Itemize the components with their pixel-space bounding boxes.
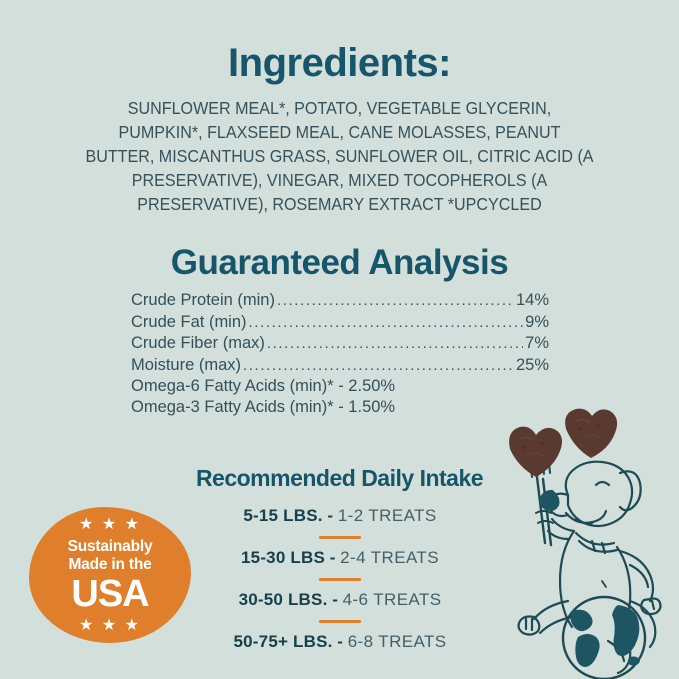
guaranteed-analysis-row: Crude Fiber (max) ......................… [131, 333, 549, 355]
badge-stars-top-icon: ★ ★ ★ [79, 515, 141, 533]
recommended-daily-intake-title: Recommended Daily Intake [195, 465, 484, 491]
badge-stars-bottom-icon: ★ ★ ★ [79, 616, 141, 634]
intake-weight: 5-15 LBS. [243, 506, 323, 525]
badge-line-2: Made in the [68, 555, 152, 573]
badge-line-usa: USA [71, 572, 149, 615]
guaranteed-analysis-list: Crude Protein (min) ....................… [131, 290, 549, 417]
badge-blob-shape [29, 507, 191, 643]
intake-dash: - [337, 632, 343, 651]
heart-treat-on-fork [509, 426, 562, 477]
intake-weight: 15-30 LBS [241, 548, 326, 567]
ga-row-leader: ........................................… [248, 313, 524, 331]
guaranteed-analysis-row: Omega-3 Fatty Acids (min)* - 1.50% [131, 397, 396, 416]
intake-dash: - [329, 548, 336, 567]
intake-divider [319, 578, 361, 581]
intake-row: 15-30 LBS - 2-4 TREATS [160, 547, 520, 569]
ga-row-label: Crude Fat (min) [131, 312, 247, 331]
ga-row-value: 14% [515, 291, 549, 309]
ga-row-leader: ........................................… [243, 356, 514, 374]
intake-dash: - [332, 590, 338, 609]
dog-on-globe-illustration [480, 405, 679, 679]
guaranteed-analysis-row: Omega-6 Fatty Acids (min)* - 2.50% [131, 377, 396, 395]
intake-weight: 50-75+ LBS. [233, 632, 333, 651]
intake-row: 50-75+ LBS. - 6-8 TREATS [160, 631, 520, 653]
guaranteed-analysis-row: Crude Protein (min) ....................… [131, 290, 549, 312]
intake-weight: 30-50 LBS. [238, 590, 328, 609]
guaranteed-analysis-row: Crude Fat (min) ........................… [131, 312, 549, 334]
heart-treat-floating [565, 408, 618, 458]
ga-row-value: 25% [515, 355, 549, 374]
ga-row-leader: ........................................… [266, 335, 523, 352]
badge-line-1: Sustainably [67, 537, 153, 555]
recommended-daily-intake-list: 5-15 LBS. - 1-2 TREATS 15-30 LBS - 2-4 T… [160, 505, 520, 653]
sustainably-made-in-usa-badge: ★ ★ ★ Sustainably Made in the USA ★ ★ ★ [29, 507, 191, 643]
intake-treats: 6-8 TREATS [347, 632, 447, 651]
guaranteed-analysis-row: Moisture (max) .........................… [131, 355, 549, 377]
intake-treats: 4-6 TREATS [342, 590, 442, 609]
intake-divider [319, 536, 361, 539]
badge-content: ★ ★ ★ Sustainably Made in the USA ★ ★ ★ [29, 507, 191, 643]
ingredients-title: Ingredients: [228, 41, 451, 85]
ga-row-value: 9% [525, 312, 549, 331]
intake-divider [319, 620, 361, 623]
intake-treats: 1-2 TREATS [337, 506, 437, 525]
ga-row-label: Crude Fiber (max) [131, 334, 265, 352]
intake-dash: - [327, 506, 334, 525]
ga-row-value: 7% [525, 334, 549, 352]
ga-row-label: Moisture (max) [131, 355, 242, 374]
intake-row: 30-50 LBS. - 4-6 TREATS [160, 589, 520, 611]
intake-row: 5-15 LBS. - 1-2 TREATS [160, 505, 520, 527]
ingredients-body-text: SUNFLOWER MEAL*, POTATO, VEGETABLE GLYCE… [85, 98, 594, 214]
intake-treats: 2-4 TREATS [340, 548, 439, 567]
ga-row-label: Crude Protein (min) [131, 291, 275, 309]
ga-row-leader: ........................................… [276, 292, 514, 309]
guaranteed-analysis-title: Guaranteed Analysis [170, 243, 509, 282]
